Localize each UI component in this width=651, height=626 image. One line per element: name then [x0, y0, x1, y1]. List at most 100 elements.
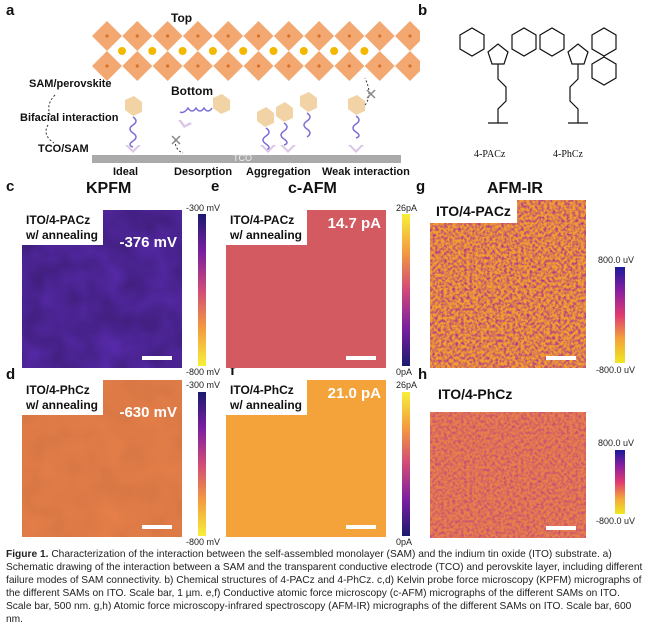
b-site-ion: [317, 34, 321, 38]
panel-label-c: c: [6, 178, 15, 195]
sam-schematic: [45, 21, 420, 163]
colorbar-min: -800 mV: [186, 367, 221, 377]
b-site-ion: [226, 64, 230, 68]
b-site-ion: [105, 34, 109, 38]
b-site-ion: [226, 34, 230, 38]
label-bottom: Bottom: [171, 84, 213, 98]
tco-layer: [92, 155, 401, 163]
panel-label-b: b: [418, 2, 428, 19]
sample-tag: ITO/4-PhCz: [434, 384, 517, 404]
kpfm-colorbar: [198, 214, 206, 366]
label-top: Top: [171, 11, 193, 25]
b-site-ion: [408, 34, 412, 38]
title-kpfm: KPFM: [86, 180, 132, 197]
b-site-ion: [135, 64, 139, 68]
chemical-structures: [459, 27, 617, 124]
sample-tag: ITO/4-PhCz w/ annealing: [22, 380, 104, 415]
kpfm-value: -376 mV: [119, 234, 177, 251]
scale-bar: [346, 525, 376, 529]
b-site-ion: [378, 64, 382, 68]
afmir-image-4-pacz: ITO/4-PACz: [430, 200, 586, 368]
b-site-ion: [256, 34, 261, 38]
a-site-cation: [330, 47, 339, 55]
afmir-image-4-phcz: [430, 412, 586, 538]
b-site-ion: [196, 34, 200, 38]
perovskite-lattice: [92, 21, 420, 81]
b-site-ion: [317, 64, 321, 68]
cross-icons: [171, 89, 376, 145]
octahedron: [395, 51, 420, 81]
caption-label: Figure 1.: [6, 549, 49, 560]
sample-tag: ITO/4-PACz: [430, 200, 517, 223]
scale-bar: [546, 526, 576, 530]
colorbar-min: -800.0 uV: [596, 365, 636, 375]
a-site-cation: [118, 47, 126, 55]
panel-label-d: d: [6, 366, 16, 383]
b-site-ion: [378, 34, 382, 38]
colorbar-max: 800.0 uV: [598, 255, 635, 265]
b-site-ion: [287, 64, 291, 68]
sample-tag: ITO/4-PhCz w/ annealing: [226, 380, 308, 415]
b-site-ion: [105, 64, 109, 68]
mode-aggregation: Aggregation: [246, 166, 311, 178]
kpfm-image-4-phcz: ITO/4-PhCz w/ annealing -630 mV: [22, 380, 182, 537]
cafm-value: 21.0 pA: [327, 385, 381, 402]
cafm-colorbar: [402, 214, 410, 366]
sample-tag: ITO/4-PACz w/ annealing: [22, 210, 104, 245]
colorbar-min: 0pA: [396, 537, 413, 547]
b-site-ion: [135, 34, 139, 38]
mode-ideal: Ideal: [113, 166, 139, 178]
scale-bar: [142, 525, 172, 529]
b-site-ion: [166, 64, 170, 68]
afmir-colorbar: [615, 450, 625, 514]
b-site-ion: [166, 34, 170, 38]
a-site-cation: [208, 47, 217, 55]
structure-4-phcz: [539, 27, 617, 124]
kpfm-value: -630 mV: [119, 404, 177, 421]
b-site-ion: [408, 64, 412, 68]
b-site-ion: [256, 64, 261, 68]
alkyl-chains: [129, 106, 360, 151]
scale-bar: [142, 356, 172, 360]
afmir-colorbar: [615, 267, 625, 363]
cafm-image-4-phcz: ITO/4-PhCz w/ annealing 21.0 pA: [226, 380, 386, 537]
a-site-cation: [269, 47, 278, 55]
label-bifacial: Bifacial interaction: [20, 112, 119, 124]
a-site-cation: [178, 47, 187, 55]
mode-desorption: Desorption: [174, 166, 233, 178]
panel-label-h: h: [418, 366, 428, 383]
b-site-ion: [287, 34, 291, 38]
colorbar-max: 26pA: [396, 380, 418, 390]
molecule-name-4-phcz: 4-PhCz: [553, 149, 583, 160]
colorbar-min: 0pA: [396, 367, 413, 377]
colorbar-max: -300 mV: [186, 380, 221, 390]
label-tco-sam: TCO/SAM: [38, 143, 89, 155]
a-site-cation: [148, 47, 157, 55]
molecule-name-4-pacz: 4-PACz: [474, 149, 506, 160]
caption-text: Characterization of the interaction betw…: [6, 549, 643, 625]
kpfm-colorbar: [198, 392, 206, 536]
colorbar-min: -800.0 uV: [596, 516, 636, 526]
colorbar-max: -300 mV: [186, 203, 221, 213]
octahedron: [395, 21, 420, 51]
sam-molecules: [125, 92, 365, 127]
title-cafm: c-AFM: [288, 180, 337, 197]
a-site-cation: [299, 47, 308, 55]
title-afmir: AFM-IR: [487, 180, 543, 197]
colorbar-max: 800.0 uV: [598, 438, 635, 448]
b-site-ion: [347, 34, 351, 38]
b-site-ion: [196, 64, 200, 68]
figure-caption: Figure 1. Characterization of the intera…: [6, 548, 646, 626]
sample-tag: ITO/4-PACz w/ annealing: [226, 210, 308, 245]
panel-label-a: a: [6, 2, 15, 19]
cafm-colorbar: [402, 392, 410, 536]
label-tco: TCO: [233, 153, 252, 163]
a-site-cation: [360, 47, 369, 55]
scale-bar: [346, 356, 376, 360]
kpfm-image-4-pacz: ITO/4-PACz w/ annealing -376 mV: [22, 210, 182, 368]
colorbar-max: 26pA: [396, 203, 418, 213]
structure-4-pacz: [459, 27, 537, 124]
cafm-image-4-pacz: ITO/4-PACz w/ annealing 14.7 pA: [226, 210, 386, 368]
mode-weak-interaction: Weak interaction: [322, 166, 410, 178]
panel-label-g: g: [416, 178, 426, 195]
